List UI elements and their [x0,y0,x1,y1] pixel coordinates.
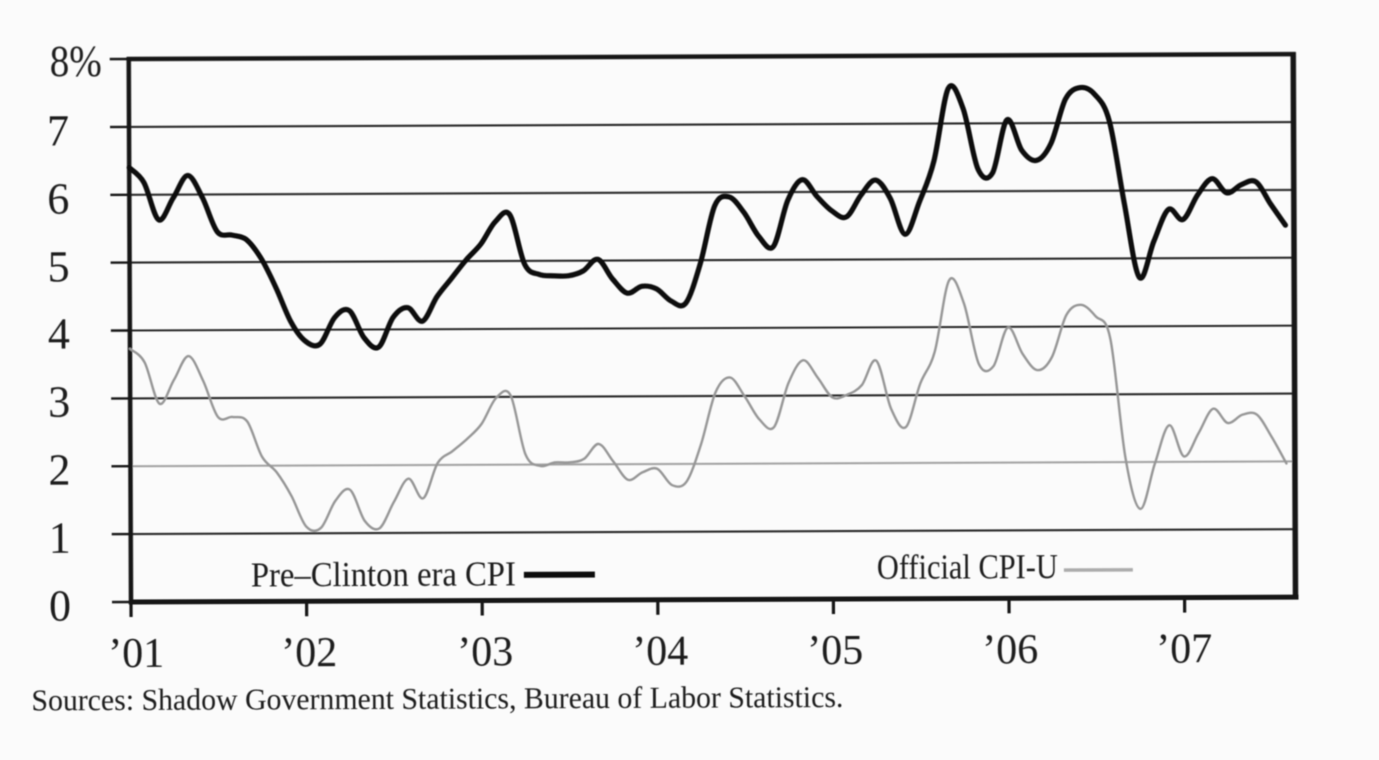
svg-text:’01: ’01 [108,631,164,677]
svg-text:Sources: Shadow Government Sta: Sources: Shadow Government Statistics, B… [31,679,843,717]
svg-text:Official CPI-U: Official CPI-U [877,547,1058,587]
svg-text:’07: ’07 [1156,626,1212,672]
svg-text:6: 6 [47,174,69,223]
svg-text:1: 1 [49,513,71,562]
svg-text:4: 4 [48,309,70,358]
svg-text:’04: ’04 [632,629,688,675]
svg-text:2: 2 [48,445,70,494]
svg-text:’02: ’02 [281,630,337,676]
svg-text:8%: 8% [50,37,102,86]
svg-text:5: 5 [47,242,69,291]
svg-text:’06: ’06 [982,627,1038,673]
svg-text:7: 7 [47,106,69,155]
svg-text:’05: ’05 [807,628,863,674]
svg-text:3: 3 [48,377,70,426]
svg-text:Pre–Clinton era CPI: Pre–Clinton era CPI [251,554,516,594]
svg-text:’03: ’03 [457,629,513,675]
svg-text:0: 0 [49,581,71,630]
